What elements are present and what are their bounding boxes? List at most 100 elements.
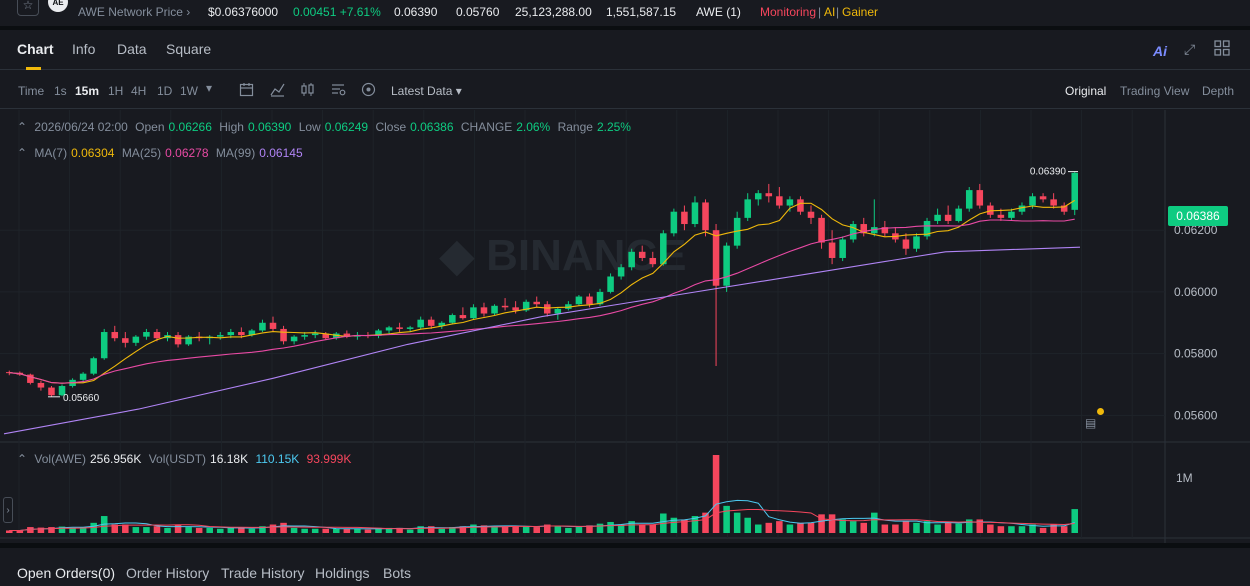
candlestick-chart[interactable]: ◆ BINANCE 0.062000.060000.058000.0560008… (0, 110, 1250, 543)
legend-ma7-label: MA(7) (34, 146, 68, 160)
interval-1d[interactable]: 1D (157, 84, 173, 98)
legend-ma25-label: MA(25) (121, 146, 162, 160)
volume-bar (776, 521, 783, 533)
clipboard-icon[interactable]: ▤ (1085, 416, 1097, 430)
token-count[interactable]: AWE (1) (696, 5, 741, 19)
volume-bar (902, 521, 910, 533)
chart-grid (0, 110, 1250, 543)
volume-bar (280, 522, 287, 533)
volume-bar (491, 527, 498, 533)
min-price-label: 0.05660 (63, 393, 100, 404)
volume-bar (849, 521, 857, 533)
tag-monitoring[interactable]: Monitoring (760, 5, 817, 19)
tab-chart[interactable]: Chart (17, 41, 54, 57)
volume-bar (818, 514, 825, 533)
interval-dropdown-icon[interactable]: ▾ (206, 81, 213, 95)
volume-bar (554, 526, 562, 533)
candle-body (259, 322, 266, 331)
tab-order-history[interactable]: Order History (126, 565, 210, 581)
interval-1h[interactable]: 1H (108, 84, 124, 98)
volume-bar (1071, 509, 1078, 533)
candle-body (90, 358, 97, 374)
volume-bar (311, 528, 319, 533)
legend-dropdown-icon[interactable]: ⌃ (17, 452, 28, 466)
volume-bar (607, 521, 614, 533)
volume-bar (944, 522, 952, 533)
tab-square[interactable]: Square (166, 41, 212, 57)
tab-open-orders[interactable]: Open Orders(0) (17, 565, 116, 581)
candle-body (955, 208, 962, 221)
legend-dropdown-icon[interactable]: ⌃ (17, 120, 28, 134)
tab-info[interactable]: Info (72, 41, 96, 57)
ai-button[interactable]: Ai (1153, 43, 1167, 59)
view-depth[interactable]: Depth (1202, 84, 1235, 98)
volume-bar (385, 527, 393, 533)
legend-ma25: 0.06278 (165, 146, 209, 160)
candle-body (881, 227, 889, 234)
candle-body (670, 211, 678, 234)
candle-body (1039, 196, 1047, 200)
volume-bar (480, 525, 488, 533)
volume-bar (892, 524, 899, 533)
latest-data-dropdown[interactable]: Latest Data ▾ (391, 84, 462, 98)
legend-ma7: 0.06304 (71, 146, 115, 160)
favorite-star-icon[interactable]: ☆ (17, 0, 39, 16)
max-price-label: 0.06390 (1030, 167, 1067, 178)
legend-vol-usdt-label: Vol(USDT) (148, 452, 207, 466)
candle-body (649, 257, 657, 265)
volume-bars (6, 455, 1078, 533)
legend-dropdown-icon[interactable]: ⌃ (17, 146, 28, 160)
chart-area[interactable]: ◆ BINANCE 0.062000.060000.058000.0560008… (0, 110, 1250, 565)
candle-body (1029, 196, 1036, 206)
volume-bar (712, 455, 720, 533)
tab-data[interactable]: Data (117, 41, 147, 57)
candle-body (449, 315, 456, 323)
volume-bar (375, 527, 382, 533)
candle-body (744, 199, 751, 218)
interval-4h[interactable]: 4H (131, 84, 147, 98)
volume-bar (69, 527, 76, 533)
candle-body (248, 330, 256, 336)
tag-separator: | (836, 5, 840, 19)
orders-tabs: Open Orders(0) Order History Trade Histo… (0, 548, 1250, 586)
interval-1s[interactable]: 1s (54, 84, 67, 98)
ticker-bar: ☆ AE AWE Network Price › $0.06376000 0.0… (0, 0, 1250, 26)
tag-ai[interactable]: AI (824, 5, 836, 19)
tab-bots[interactable]: Bots (383, 565, 412, 581)
candle-body (427, 319, 435, 326)
candle-body (58, 386, 66, 396)
volume-bar (754, 524, 762, 533)
volume-bar (839, 519, 846, 533)
tab-holdings[interactable]: Holdings (315, 565, 370, 581)
tag-separator: | (818, 5, 822, 19)
tag-gainer[interactable]: Gainer (842, 5, 879, 19)
tab-trade-history[interactable]: Trade History (221, 565, 305, 581)
network-price-label[interactable]: AWE Network Price › (78, 5, 191, 19)
ma7-line (9, 199, 1075, 384)
expand-icon[interactable]: ⤢ (1184, 41, 1196, 57)
volume-bar (354, 528, 361, 533)
candle-body (828, 242, 836, 258)
volume-ma2-line (9, 509, 1075, 531)
collapse-arrow-icon[interactable]: › (3, 497, 13, 523)
y-tick-label: 0.06000 (1174, 285, 1218, 299)
interval-1w[interactable]: 1W (180, 84, 198, 98)
chart-toolbar: Time 1s 15m 1H 4H 1D 1W ▾ Latest Data ▾ … (0, 71, 1250, 109)
volume-bar (1029, 524, 1036, 533)
volume-bar (987, 524, 994, 533)
volume-bar (427, 526, 435, 533)
interval-15m[interactable]: 15m (75, 84, 100, 98)
candle-body (512, 307, 519, 311)
legend-change-label: CHANGE (460, 120, 513, 134)
view-original[interactable]: Original (1065, 84, 1107, 98)
ohlc-legend: ⌃ 2026/06/24 02:00 Open 0.06266 High 0.063… (17, 120, 635, 134)
view-trading-view[interactable]: Trading View (1120, 84, 1190, 98)
candle-body (839, 239, 846, 258)
volume-bar (586, 525, 593, 533)
volume-bar (702, 512, 709, 533)
interval-time[interactable]: Time (18, 84, 45, 98)
legend-date: 2026/06/24 02:00 (34, 120, 128, 134)
candle-body (702, 202, 709, 231)
candle-body (628, 251, 635, 268)
legend-open: 0.06266 (168, 120, 212, 134)
